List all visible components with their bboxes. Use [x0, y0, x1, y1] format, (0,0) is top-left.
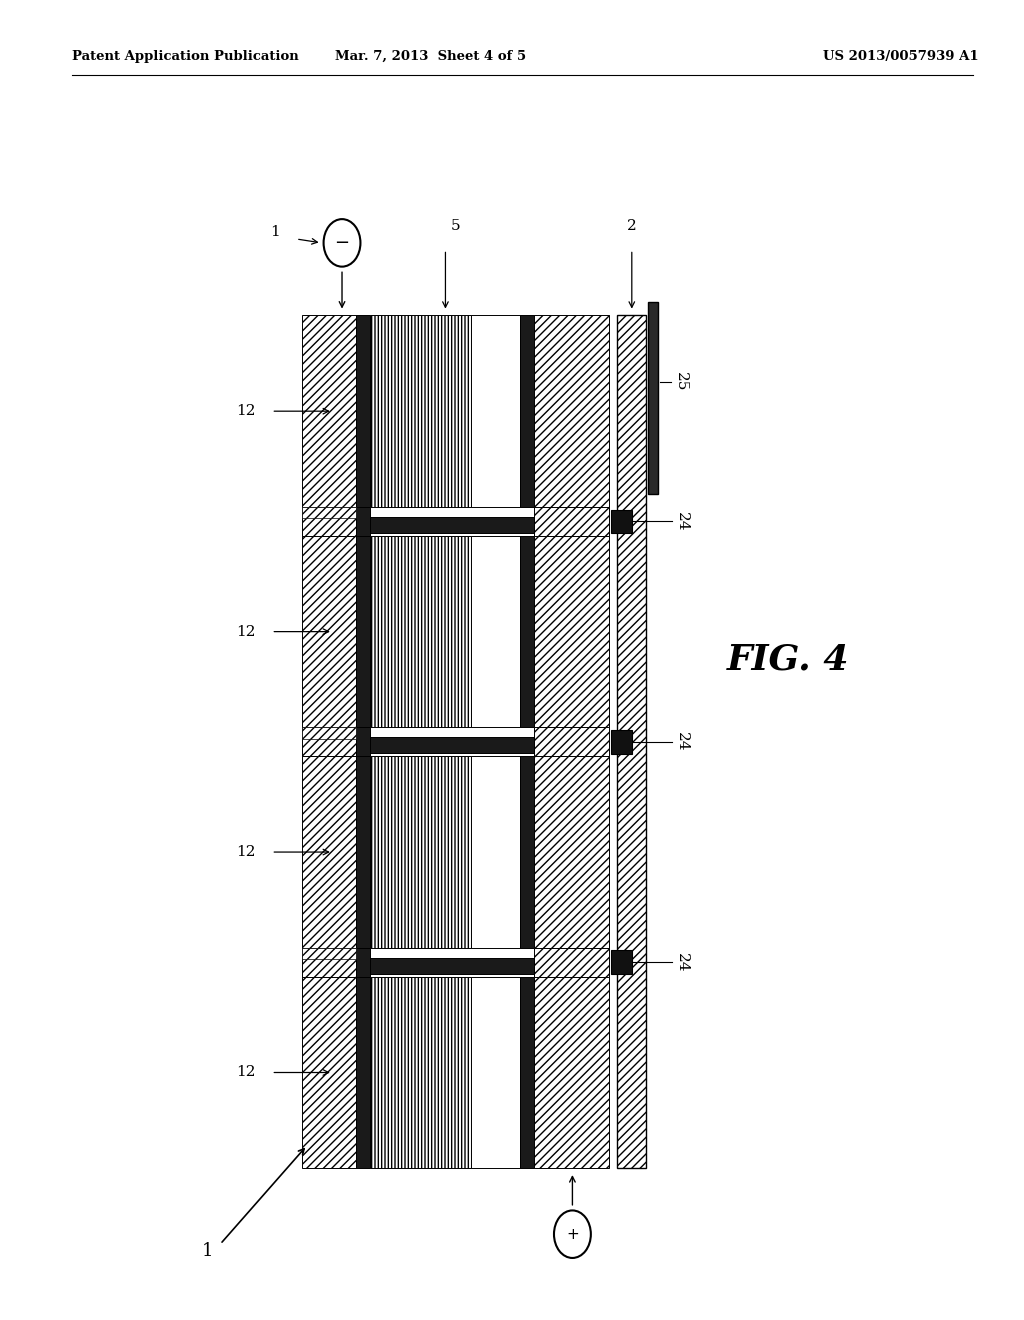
Bar — [356, 536, 370, 727]
Bar — [611, 950, 632, 974]
Bar — [611, 730, 632, 754]
Bar — [535, 977, 609, 1168]
Bar — [611, 510, 632, 533]
Bar — [356, 517, 535, 533]
Bar — [520, 315, 535, 507]
Bar — [617, 315, 646, 1168]
Bar — [370, 977, 471, 1168]
Bar — [356, 756, 370, 948]
Text: Mar. 7, 2013  Sheet 4 of 5: Mar. 7, 2013 Sheet 4 of 5 — [335, 50, 525, 63]
Bar — [356, 958, 535, 974]
Bar — [302, 756, 356, 948]
Text: US 2013/0057939 A1: US 2013/0057939 A1 — [823, 50, 979, 63]
Bar — [302, 507, 356, 519]
Text: Patent Application Publication: Patent Application Publication — [72, 50, 298, 63]
Bar — [302, 948, 356, 960]
Bar — [648, 302, 658, 495]
Text: −: − — [335, 234, 349, 252]
Text: 24: 24 — [675, 733, 689, 751]
Bar — [302, 977, 356, 1168]
Text: +: + — [566, 1226, 579, 1242]
Bar — [535, 756, 609, 948]
Bar — [302, 727, 356, 756]
Bar — [302, 536, 356, 727]
Bar — [356, 727, 370, 756]
Bar — [535, 315, 609, 507]
Bar — [535, 536, 609, 727]
Text: 2: 2 — [627, 219, 637, 232]
Bar — [370, 536, 471, 727]
Text: 1: 1 — [270, 226, 281, 239]
Bar — [302, 727, 356, 739]
Bar — [535, 727, 609, 756]
Bar — [535, 948, 609, 977]
Bar — [471, 977, 520, 1168]
Text: 25: 25 — [674, 372, 688, 392]
Bar — [471, 315, 520, 507]
Bar — [356, 977, 370, 1168]
Bar — [302, 948, 356, 977]
Bar — [520, 536, 535, 727]
Text: 12: 12 — [236, 1065, 256, 1080]
Bar — [356, 315, 370, 507]
Text: 12: 12 — [236, 624, 256, 639]
Text: 1: 1 — [202, 1242, 214, 1259]
Bar — [471, 536, 520, 727]
Bar — [520, 756, 535, 948]
Bar — [356, 507, 370, 536]
Bar — [535, 507, 609, 536]
Bar — [356, 948, 370, 977]
Bar — [302, 507, 356, 536]
Text: 5: 5 — [451, 219, 461, 232]
Text: 24: 24 — [675, 512, 689, 531]
Bar — [370, 315, 471, 507]
Bar — [370, 756, 471, 948]
Bar — [302, 315, 356, 507]
Bar — [356, 738, 535, 754]
Bar — [471, 756, 520, 948]
Text: 12: 12 — [236, 845, 256, 859]
Text: 24: 24 — [675, 953, 689, 972]
Bar — [520, 977, 535, 1168]
Text: FIG. 4: FIG. 4 — [727, 643, 850, 677]
Text: 12: 12 — [236, 404, 256, 418]
